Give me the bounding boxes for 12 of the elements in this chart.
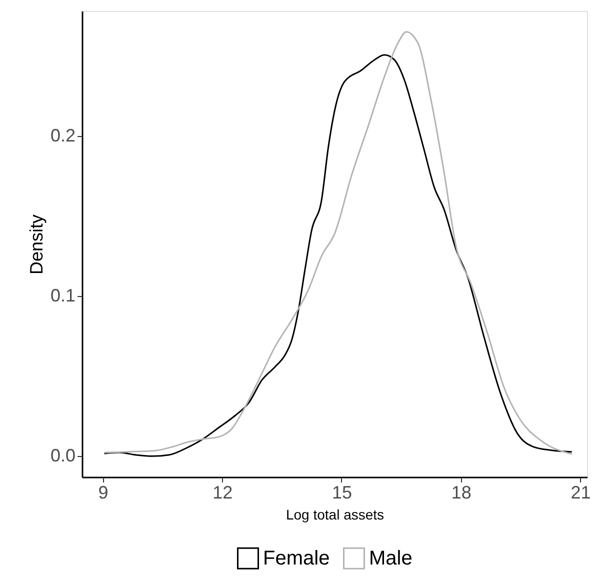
x-tick-label: 9 xyxy=(98,482,108,502)
y-tick-label: 0.0 xyxy=(50,446,76,466)
y-tick-label: 0.2 xyxy=(50,125,76,146)
x-tick-label: 18 xyxy=(451,482,472,502)
legend-label: Male xyxy=(369,547,412,570)
y-axis-title: Density xyxy=(26,214,46,275)
x-axis-title: Log total assets xyxy=(286,506,384,522)
x-tick-label: 15 xyxy=(332,482,352,502)
x-tick-label: 21 xyxy=(570,482,591,502)
legend-label: Female xyxy=(263,547,330,570)
x-tick-label: 12 xyxy=(212,482,233,502)
y-tick-label: 0.1 xyxy=(50,286,76,306)
